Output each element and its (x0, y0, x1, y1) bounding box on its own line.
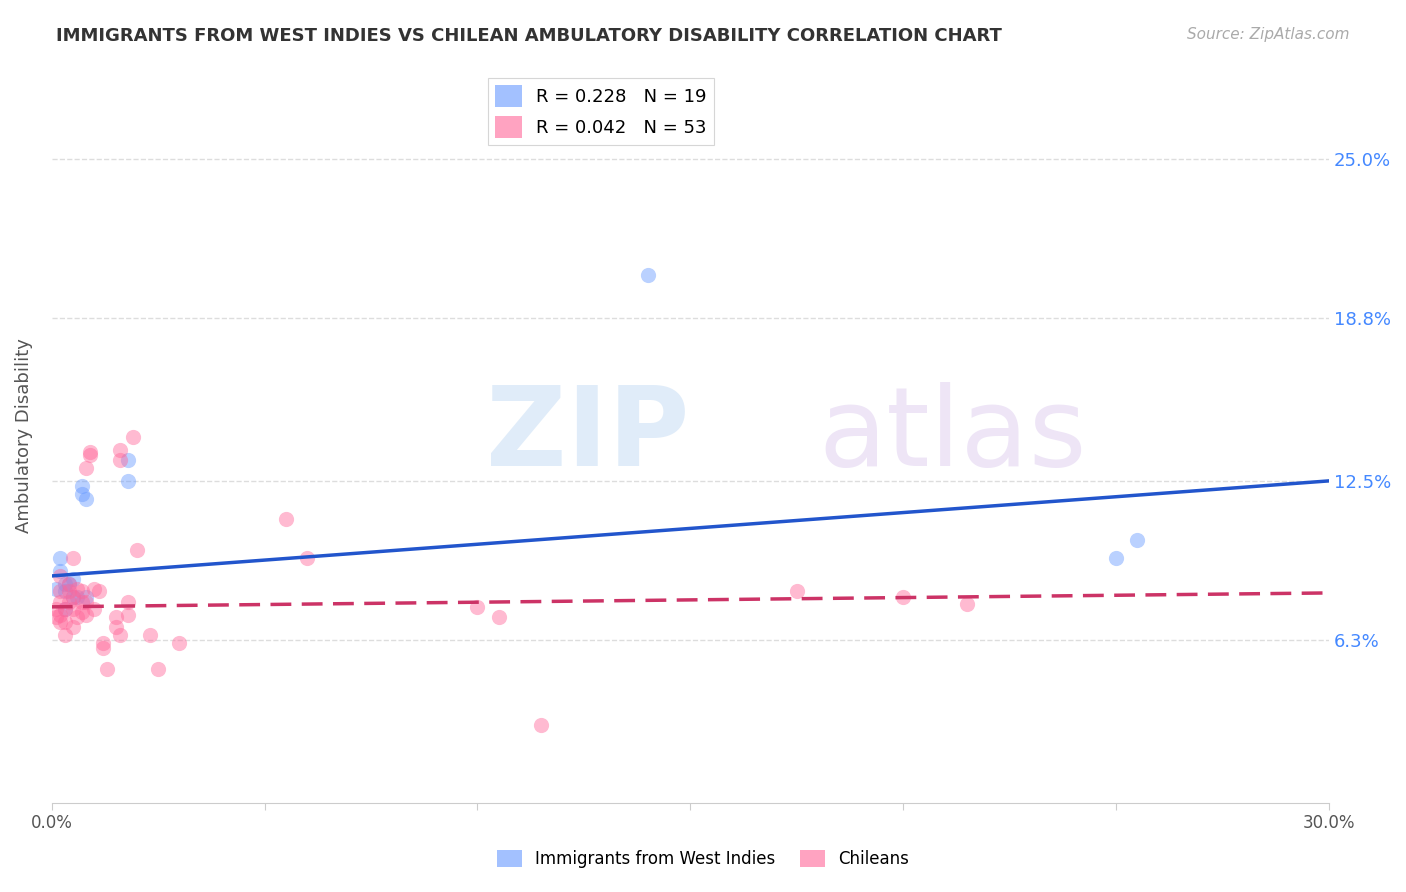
Point (53, 584, 76, 599)
Point (75, 607, 97, 622)
Text: ZIP: ZIP (486, 382, 690, 489)
Point (53, 602, 76, 616)
Point (91, 641, 114, 656)
Point (62, 602, 84, 616)
Point (58, 576, 80, 591)
Point (138, 628, 160, 642)
Point (104, 620, 127, 634)
Point (75, 595, 97, 609)
Point (467, 599, 489, 614)
Point (70, 595, 93, 609)
Point (108, 442, 131, 457)
Point (891, 590, 914, 604)
Point (117, 595, 139, 609)
Point (117, 474, 139, 488)
Point (83, 582, 105, 596)
Point (169, 636, 191, 650)
Y-axis label: Ambulatory Disability: Ambulatory Disability (15, 338, 32, 533)
Legend: Immigrants from West Indies, Chileans: Immigrants from West Indies, Chileans (489, 843, 917, 875)
Point (274, 512, 297, 526)
Point (75, 460, 97, 475)
Text: atlas: atlas (818, 382, 1087, 489)
Point (58, 576, 80, 591)
Point (117, 607, 139, 622)
Point (295, 550, 318, 565)
Point (488, 610, 510, 624)
Point (49, 569, 72, 583)
Point (53, 576, 76, 591)
Point (1105, 550, 1128, 565)
Text: Source: ZipAtlas.com: Source: ZipAtlas.com (1187, 27, 1350, 42)
Point (58, 595, 80, 609)
Point (75, 590, 97, 604)
Point (45, 582, 67, 596)
Point (53, 628, 76, 642)
Point (530, 718, 553, 732)
Point (66, 582, 89, 596)
Point (49, 615, 72, 630)
Point (70, 584, 93, 599)
Point (1126, 533, 1149, 547)
Point (49, 564, 72, 578)
Point (62, 590, 84, 604)
Point (96, 662, 118, 676)
Point (79, 448, 101, 462)
Point (117, 453, 139, 467)
Point (70, 479, 93, 493)
Point (637, 268, 659, 282)
Point (70, 605, 93, 619)
Point (45, 602, 67, 616)
Point (956, 597, 979, 611)
Point (87, 584, 110, 599)
Text: IMMIGRANTS FROM WEST INDIES VS CHILEAN AMBULATORY DISABILITY CORRELATION CHART: IMMIGRANTS FROM WEST INDIES VS CHILEAN A… (56, 27, 1002, 45)
Legend: R = 0.228   N = 19, R = 0.042   N = 53: R = 0.228 N = 19, R = 0.042 N = 53 (488, 78, 714, 145)
Point (62, 550, 84, 565)
Point (58, 584, 80, 599)
Point (75, 491, 97, 506)
Point (70, 486, 93, 500)
Point (49, 584, 72, 599)
Point (45, 610, 67, 624)
Point (62, 572, 84, 586)
Point (62, 590, 84, 604)
Point (91, 636, 114, 650)
Point (66, 610, 89, 624)
Point (49, 607, 72, 622)
Point (49, 550, 72, 565)
Point (108, 628, 131, 642)
Point (62, 620, 84, 634)
Point (66, 590, 89, 604)
Point (49, 595, 72, 609)
Point (83, 602, 105, 616)
Point (53, 602, 76, 616)
Point (104, 610, 127, 624)
Point (79, 445, 101, 459)
Point (786, 584, 808, 599)
Point (125, 543, 148, 558)
Point (108, 453, 131, 467)
Point (148, 662, 170, 676)
Point (121, 430, 143, 444)
Point (53, 615, 76, 630)
